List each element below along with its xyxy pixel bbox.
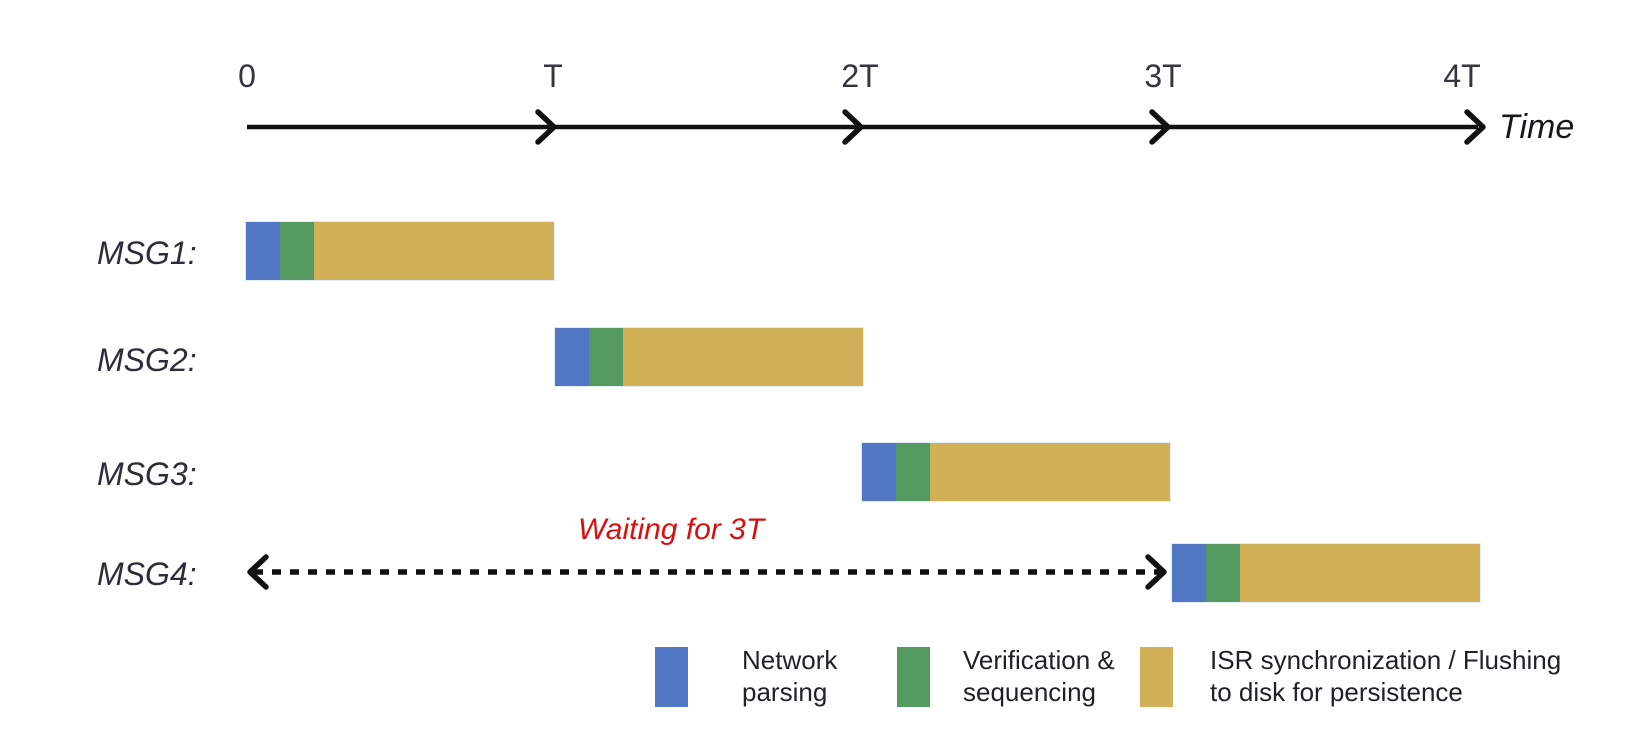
legend-swatch-verification (897, 647, 930, 707)
verification-segment (1205, 544, 1240, 602)
network-parsing-segment (862, 443, 896, 501)
waiting-annotation: Waiting for 3T (578, 513, 765, 546)
legend-label-isr-sync: ISR synchronization / Flushing to disk f… (1210, 645, 1562, 707)
legend-label-network-parsing: Network parsing (742, 645, 838, 707)
axis-tick-3t: 3T (1144, 58, 1182, 94)
row-label-msg3: MSG3: (97, 456, 197, 492)
verification-segment (588, 328, 623, 386)
row-label-msg4: MSG4: (97, 556, 197, 592)
network-parsing-segment (1172, 544, 1206, 602)
isr-sync-segment (622, 328, 863, 386)
msg4-phase-bar (1172, 544, 1480, 602)
network-parsing-segment (555, 328, 589, 386)
axis-arrowhead-t (535, 109, 557, 145)
verification-segment (895, 443, 930, 501)
axis-arrowhead-end (1464, 109, 1486, 145)
axis-arrowhead-3t (1149, 109, 1171, 145)
row-label-msg1: MSG1: (97, 235, 197, 271)
msg1-phase-bar (246, 222, 554, 280)
waiting-arrow-right-head (1145, 554, 1167, 590)
legend-label-verification: Verification & sequencing (963, 645, 1115, 707)
row-label-msg2: MSG2: (97, 342, 197, 378)
isr-sync-segment (929, 443, 1170, 501)
axis-arrowhead-2t (842, 109, 864, 145)
legend-swatch-isr-sync (1140, 647, 1173, 707)
axis-tick-0: 0 (238, 58, 256, 94)
isr-sync-segment (1239, 544, 1480, 602)
axis-tick-t: T (543, 58, 563, 94)
waiting-arrow-left-head (247, 554, 269, 590)
axis-tick-4t: 4T (1443, 58, 1481, 94)
network-parsing-segment (246, 222, 280, 280)
msg3-phase-bar (862, 443, 1170, 501)
legend-swatch-network-parsing (655, 647, 688, 707)
verification-segment (279, 222, 314, 280)
time-axis-label: Time (1499, 108, 1575, 146)
msg2-phase-bar (555, 328, 863, 386)
axis-tick-2t: 2T (841, 58, 879, 94)
isr-sync-segment (313, 222, 554, 280)
